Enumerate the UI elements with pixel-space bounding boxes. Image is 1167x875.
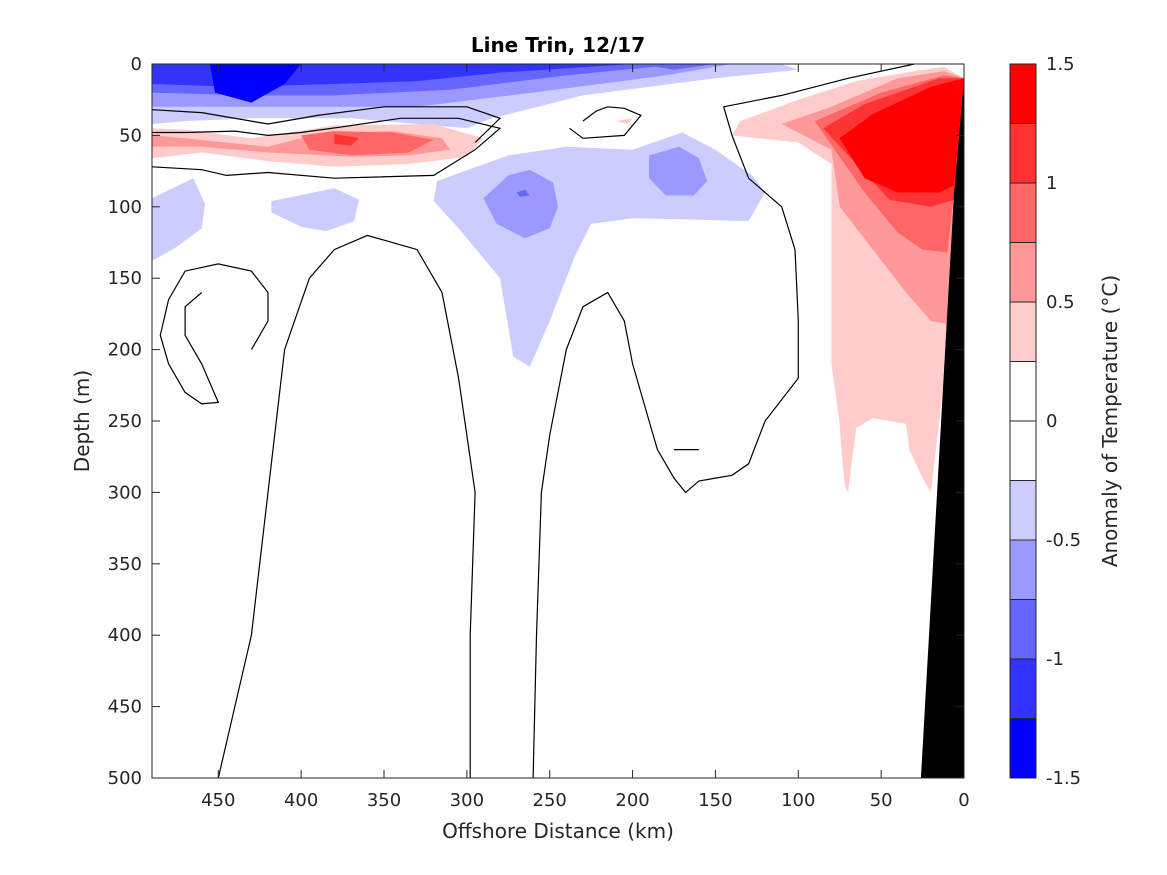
x-tick-label: 200 [615,790,649,811]
zero-contour-line-2 [569,106,642,139]
colorbar-tick-label: 0.5 [1046,292,1075,313]
colorbar-swatch-7 [1010,480,1036,540]
y-tick-label: 350 [108,554,142,575]
colorbar-ticks: 1.5 1 0.5 0 -0.5 -1 -1.5 [1031,54,1081,789]
y-axis-label: Depth (m) [70,370,94,472]
colorbar-swatch-8 [1010,540,1036,600]
y-tick-label: 250 [108,411,142,432]
colorbar-swatch-3 [1010,242,1036,302]
anomaly-region-10 [483,169,558,239]
colorbar-swatch-0 [1010,64,1036,124]
y-tick-label: 0 [131,54,142,75]
anomaly-region-12 [516,189,530,197]
y-tick-label: 300 [108,482,142,503]
x-tick-label: 400 [284,790,318,811]
y-axis: 0 50 100 150 200 250 300 350 400 450 500 [108,54,964,789]
anomaly-region-22 [839,78,964,193]
colorbar-label: Anomaly of Temperature (°C) [1098,275,1122,567]
colorbar-tick-label: 1 [1046,173,1057,194]
y-tick-label: 450 [108,697,142,718]
colorbar-swatch-1 [1010,123,1036,183]
anomaly-region-8 [271,188,360,232]
colorbar-tick-label: 1.5 [1046,54,1075,75]
colorbar-swatch-9 [1010,599,1036,659]
bathymetry [920,64,964,778]
colorbar-swatch-2 [1010,183,1036,243]
colorbar: 1.5 1 0.5 0 -0.5 -1 -1.5 Anomaly of Temperatur… [1009,54,1122,789]
colorbar-swatch-5 [1010,361,1036,421]
colorbar-swatch-4 [1010,302,1036,362]
colorbar-tick-label: 0 [1046,411,1057,432]
anomaly-region-6 [640,64,716,70]
plot-area: 450 400 350 300 250 200 150 100 50 0 050100150200… [108,54,970,811]
colorbar-swatch-6 [1010,421,1036,481]
anomaly-region-4 [210,64,302,103]
y-tick-label: 100 [108,197,142,218]
anomaly-region-11 [649,146,708,196]
x-axis-label: Offshore Distance (km) [442,819,674,843]
colorbar-tick-label: -0.5 [1046,530,1081,551]
colorbar-tick-label: -1 [1046,649,1064,670]
colorbar-swatches [1010,63,1036,778]
x-tick-label: 50 [870,790,893,811]
y-tick-label: 200 [108,340,142,361]
zero-contour-line-3 [532,64,915,778]
x-tick-label: 450 [201,790,235,811]
anomaly-region-17 [616,118,633,124]
zero-contour-line-4 [217,234,476,778]
chart-title: Line Trin, 12/17 [471,33,645,57]
zero-contour-line-1 [152,106,502,143]
zero-contour-line-5 [159,263,269,405]
colorbar-swatch-11 [1010,718,1036,778]
y-tick-label: 400 [108,625,142,646]
x-axis: 450 400 350 300 250 200 150 100 50 0 [201,64,970,811]
x-tick-label: 300 [450,790,484,811]
bathymetry-layer [920,64,964,778]
y-tick-label: 500 [108,768,142,789]
x-tick-label: 100 [781,790,815,811]
colorbar-tick-label: -1.5 [1046,768,1081,789]
x-tick-label: 350 [367,790,401,811]
x-tick-label: 0 [958,790,969,811]
x-tick-label: 250 [533,790,567,811]
zero-contour-line-0 [152,117,502,179]
zero-contour-layer [152,64,915,778]
y-tick-label: 50 [119,125,142,146]
colorbar-swatch-10 [1010,659,1036,719]
anomaly-region-16 [334,134,360,146]
x-tick-label: 150 [698,790,732,811]
contour-fill-layer [152,64,964,493]
anomaly-region-7 [152,178,205,262]
anomaly-region-15 [301,131,434,156]
y-tick-label: 150 [108,268,142,289]
